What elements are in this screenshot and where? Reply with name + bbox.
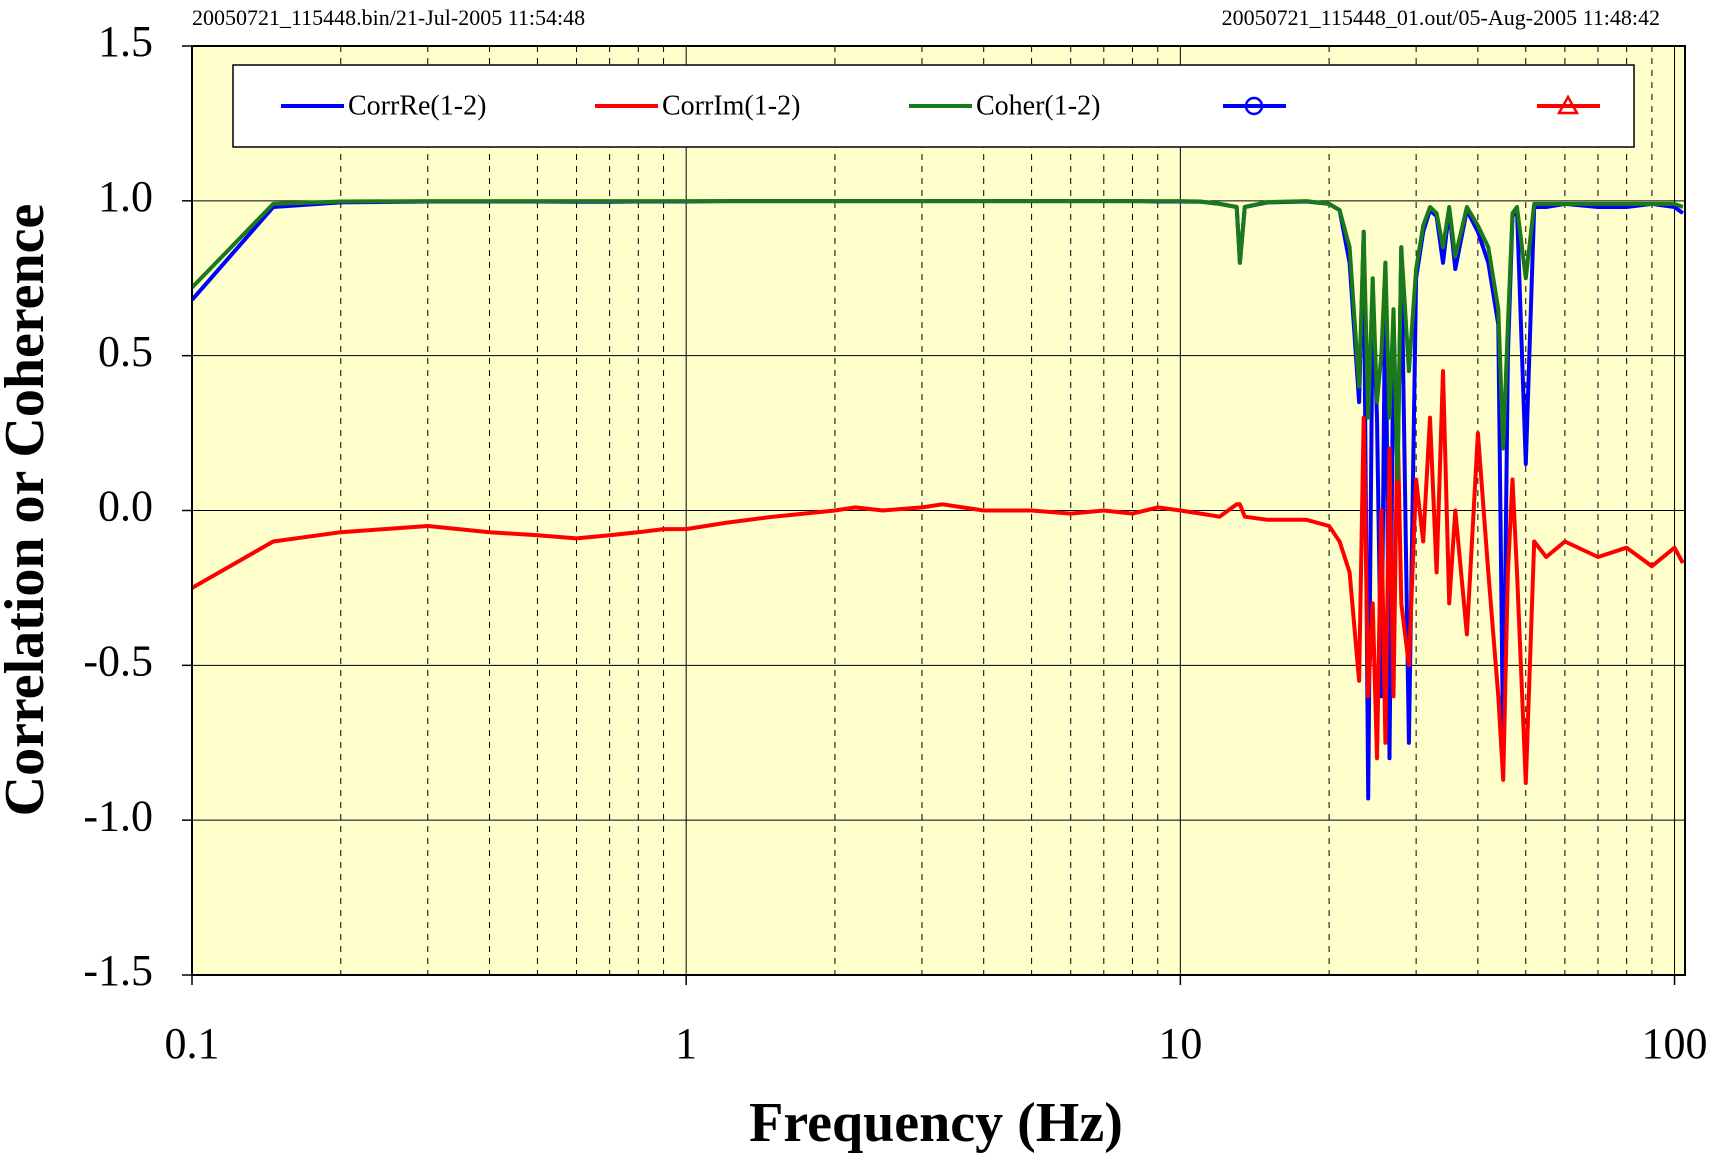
series-line [192, 199, 1684, 482]
x-tick-label: 100 [1642, 1019, 1708, 1068]
series-line [192, 369, 1685, 785]
y-tick-label: -0.5 [83, 636, 153, 685]
y-tick-label: 0.5 [98, 327, 153, 376]
plot-frame [191, 45, 1686, 976]
y-tick-label: 0.0 [98, 482, 153, 531]
legend-label: CorrIm(1-2) [662, 90, 800, 121]
legend-marker [1244, 96, 1264, 116]
series-group [192, 199, 1685, 801]
annotation-right: 20050721_115448_01.out/05-Aug-2005 11:48… [1222, 5, 1660, 30]
x-tick-label: 0.1 [165, 1019, 220, 1068]
y-tick-label: -1.0 [83, 791, 153, 840]
annotation-left: 20050721_115448.bin/21-Jul-2005 11:54:48 [192, 5, 585, 30]
x-tick-label: 1 [675, 1019, 697, 1068]
y-axis-title: Correlation or Coherence [0, 204, 56, 817]
y-tick-label: 1.5 [98, 17, 153, 66]
x-tick-label: 10 [1158, 1019, 1202, 1068]
legend-label: CorrRe(1-2) [348, 90, 486, 121]
y-tick-label: 1.0 [98, 172, 153, 221]
legend-marker [1556, 94, 1580, 115]
x-axis-title: Frequency (Hz) [749, 1092, 1123, 1154]
legend-label: Coher(1-2) [976, 90, 1100, 121]
y-tick-label: -1.5 [83, 946, 153, 995]
